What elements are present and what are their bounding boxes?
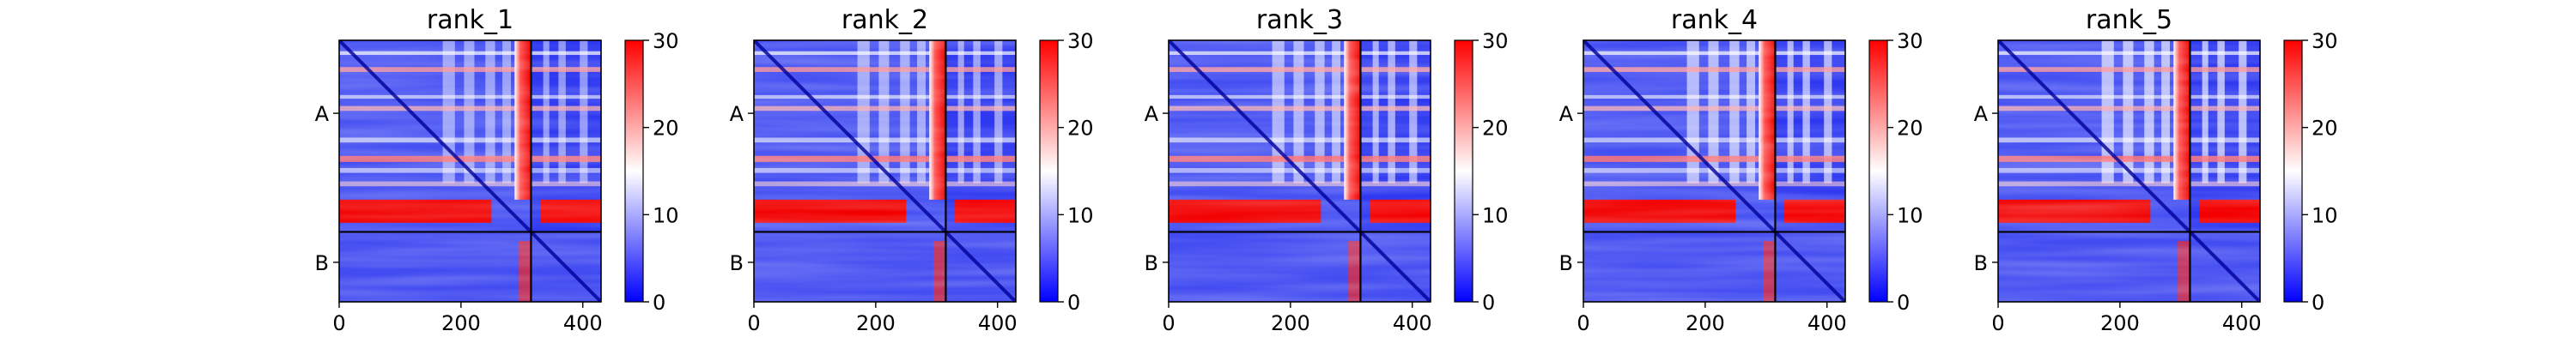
x-tick-label: 0 [747,311,760,335]
colorbar-tick-label: 10 [2312,203,2338,227]
axes-frame [1997,39,2261,303]
x-tick-label: 200 [1271,311,1310,335]
colorbar-tick-label: 0 [1897,291,1910,315]
colorbar-tick-label: 20 [1482,117,1509,141]
y-tick-label: B [1974,251,1988,275]
colorbar-gradient [1040,40,1058,302]
colorbar-tick-label: 30 [1897,29,1923,53]
axes-frame [1168,39,1431,303]
x-tick-label: 0 [1162,311,1175,335]
colorbar-tick-label: 30 [653,29,679,53]
x-tick-label: 400 [1393,311,1432,335]
axes-frame [753,39,1017,303]
diagonal-line [1583,40,1845,302]
colorbar-tick-label: 0 [1482,291,1495,315]
heatmap-cells [1583,40,1845,302]
x-tick-label: 0 [332,311,345,335]
colorbar-tick-label: 20 [1067,117,1094,141]
y-tick-label: A [730,102,744,126]
y-tick-label: B [1145,251,1158,275]
heatmap-cells [754,40,1016,302]
x-tick-label: 0 [1577,311,1589,335]
x-tick-label: 400 [978,311,1018,335]
x-tick-label: 200 [1686,311,1725,335]
y-tick-label: A [1145,102,1159,126]
colorbar: 0 10 20 30 [1039,29,1094,315]
colorbar-gradient [625,40,643,302]
colorbar-tick-label: 10 [1482,203,1509,227]
colorbar: 0 10 20 30 [1454,29,1509,315]
x-tick-label: 400 [1807,311,1847,335]
y-tick-label: B [1559,251,1573,275]
panel-title: rank_4 [1671,5,1758,35]
colorbar-tick-label: 30 [1482,29,1509,53]
colorbar-tick-label: 30 [1067,29,1094,53]
colorbar-frame [1039,39,1059,303]
colorbar: 0 10 20 30 [1868,29,1923,315]
y-tick-label: B [730,251,744,275]
panel-title: rank_3 [1256,5,1343,35]
diagonal-line [339,40,601,302]
colorbar-tick-label: 10 [1067,203,1094,227]
panel-title: rank_2 [841,5,928,35]
heatmap-panel-3: rank_3 0 200 400 A B 0 10 20 30 [1145,5,1509,335]
colorbar-gradient [2284,40,2302,302]
colorbar-tick-label: 20 [2312,117,2338,141]
x-tick-label: 200 [856,311,896,335]
heatmap-panel-5: rank_5 0 200 400 A B 0 10 20 30 [1974,5,2338,335]
colorbar: 0 10 20 30 [2283,29,2338,315]
heatmap-panel-1: rank_1 0 200 400 A B 0 10 20 30 [315,5,679,335]
heatmap-cells [339,40,601,302]
colorbar-gradient [1455,40,1473,302]
axes-frame [1583,39,1846,303]
diagonal-line [754,40,1016,302]
colorbar-frame [1454,39,1473,303]
colorbar-tick-label: 0 [2312,291,2324,315]
heatmap-cells [1998,40,2260,302]
colorbar-tick-label: 10 [653,203,679,227]
colorbar-tick-label: 30 [2312,29,2338,53]
x-tick-label: 200 [2100,311,2140,335]
colorbar-frame [1868,39,1888,303]
colorbar-frame [2283,39,2303,303]
heatmap-panel-4: rank_4 0 200 400 A B 0 10 20 30 [1559,5,1923,335]
colorbar-tick-label: 20 [1897,117,1923,141]
colorbar-tick-label: 0 [1067,291,1080,315]
y-tick-label: A [1559,102,1574,126]
heatmap-cells [1169,40,1431,302]
x-tick-label: 400 [563,311,603,335]
y-tick-label: B [315,251,329,275]
x-tick-label: 200 [441,311,481,335]
heatmap-panel-2: rank_2 0 200 400 A B 0 10 20 30 [730,5,1094,335]
colorbar-frame [624,39,644,303]
diagonal-line [1169,40,1431,302]
panel-title: rank_1 [427,5,513,35]
colorbar: 0 10 20 30 [624,29,679,315]
axes-frame [338,39,602,303]
colorbar-gradient [1869,40,1887,302]
colorbar-tick-label: 20 [653,117,679,141]
y-tick-label: A [315,102,330,126]
diagonal-line [1998,40,2260,302]
y-tick-label: A [1974,102,1989,126]
x-tick-label: 0 [1991,311,2004,335]
colorbar-tick-label: 10 [1897,203,1923,227]
x-tick-label: 400 [2222,311,2262,335]
panel-title: rank_5 [2086,5,2172,35]
colorbar-tick-label: 0 [653,291,665,315]
